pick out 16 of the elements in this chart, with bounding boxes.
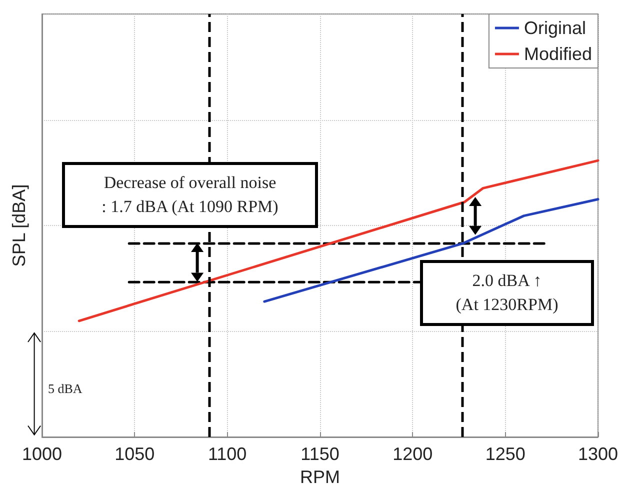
x-tick-label: 1250 [485,444,526,464]
annotation: 5 dBA [48,380,82,398]
x-tick-label: 1000 [22,444,62,464]
legend-label: Modified [524,44,592,64]
callout-box: Decrease of overall noise : 1.7 dBA (At 1090 RPM) [62,162,318,228]
x-tick-label: 1300 [578,444,618,464]
callout-box: 2.0 dBA ↑ (At 1230RPM) [420,260,594,326]
x-axis-title: RPM [300,466,340,487]
x-tick-label: 1150 [300,444,340,464]
x-tick-label: 1100 [208,444,247,464]
legend-label: Original [524,18,586,38]
annotation: Decrease of overall noise : 1.7 dBA (At 1090 RPM) [102,172,278,218]
x-tick-label: 1200 [392,444,433,464]
annotation: 2.0 dBA ↑ (At 1230RPM) [456,270,558,316]
x-tick-label: 1050 [114,444,155,464]
y-axis-title: SPL [dBA] [9,184,29,267]
